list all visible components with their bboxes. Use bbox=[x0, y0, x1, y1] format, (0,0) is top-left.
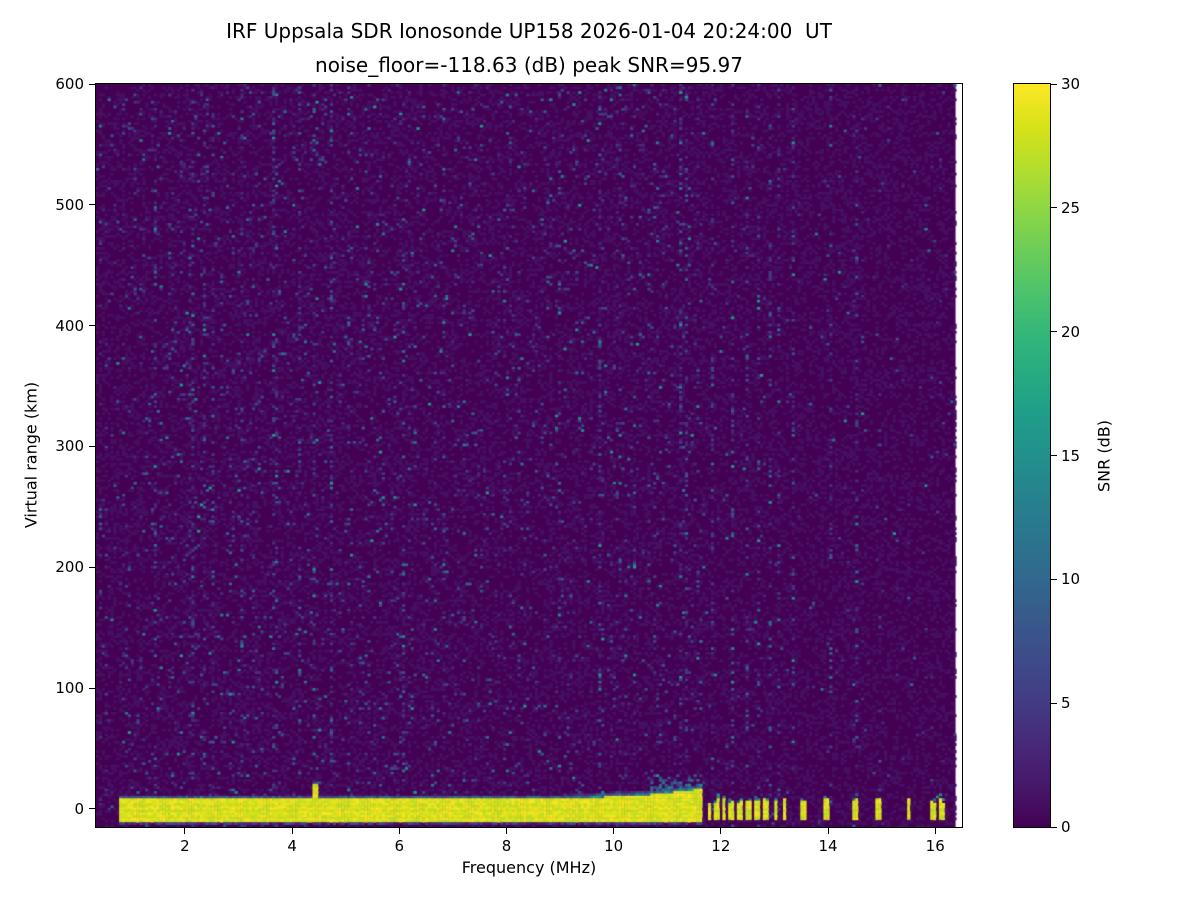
colorbar-tick-label: 30 bbox=[1061, 75, 1081, 93]
colorbar-tick-label: 20 bbox=[1061, 322, 1081, 341]
colorbar-tick-label: 25 bbox=[1061, 198, 1081, 217]
y-tick bbox=[89, 687, 96, 689]
colorbar-tick bbox=[1050, 207, 1057, 209]
y-tick bbox=[89, 83, 96, 85]
y-tick-label: 200 bbox=[55, 558, 84, 577]
x-tick bbox=[720, 827, 722, 834]
x-tick bbox=[827, 827, 829, 834]
x-tick-label: 10 bbox=[604, 837, 624, 855]
colorbar-tick bbox=[1050, 83, 1057, 85]
y-tick-label: 300 bbox=[55, 437, 84, 456]
ionogram-heatmap bbox=[96, 84, 962, 827]
x-tick bbox=[398, 827, 400, 834]
x-tick bbox=[184, 827, 186, 834]
x-tick-label: 4 bbox=[287, 837, 297, 855]
colorbar-tick bbox=[1050, 578, 1057, 580]
colorbar-tick bbox=[1050, 331, 1057, 333]
chart-subtitle: noise_floor=-118.63 (dB) peak SNR=95.97 bbox=[315, 53, 743, 77]
y-tick bbox=[89, 566, 96, 568]
y-tick-label: 100 bbox=[55, 679, 84, 698]
colorbar bbox=[1014, 84, 1050, 827]
colorbar-tick bbox=[1050, 702, 1057, 704]
x-tick bbox=[934, 827, 936, 834]
x-tick-label: 12 bbox=[711, 837, 731, 855]
y-tick-label: 500 bbox=[55, 195, 84, 214]
x-tick-label: 16 bbox=[925, 837, 945, 855]
colorbar-tick-label: 10 bbox=[1061, 570, 1081, 589]
x-tick-label: 2 bbox=[180, 837, 190, 855]
x-tick bbox=[505, 827, 507, 834]
x-tick bbox=[613, 827, 615, 834]
colorbar-tick-label: 0 bbox=[1061, 818, 1071, 836]
y-tick bbox=[89, 325, 96, 327]
colorbar-tick bbox=[1050, 826, 1057, 828]
y-tick bbox=[89, 808, 96, 810]
x-tick-label: 6 bbox=[394, 837, 405, 855]
x-tick bbox=[291, 827, 293, 834]
colorbar-tick-label: 15 bbox=[1061, 446, 1081, 465]
y-tick bbox=[89, 445, 96, 447]
y-tick-label: 400 bbox=[55, 316, 84, 335]
title-block: IRF Uppsala SDR Ionosonde UP158 2026-01-… bbox=[96, 14, 962, 82]
colorbar-tick bbox=[1050, 455, 1057, 456]
y-tick-label: 600 bbox=[55, 75, 84, 93]
chart-title: IRF Uppsala SDR Ionosonde UP158 2026-01-… bbox=[226, 19, 832, 43]
x-axis-label: Frequency (MHz) bbox=[461, 858, 597, 877]
y-tick-label: 0 bbox=[74, 799, 84, 818]
x-tick-label: 14 bbox=[818, 837, 838, 855]
y-tick bbox=[89, 204, 96, 206]
x-tick-label: 8 bbox=[501, 837, 512, 855]
colorbar-tick-label: 5 bbox=[1061, 694, 1071, 713]
